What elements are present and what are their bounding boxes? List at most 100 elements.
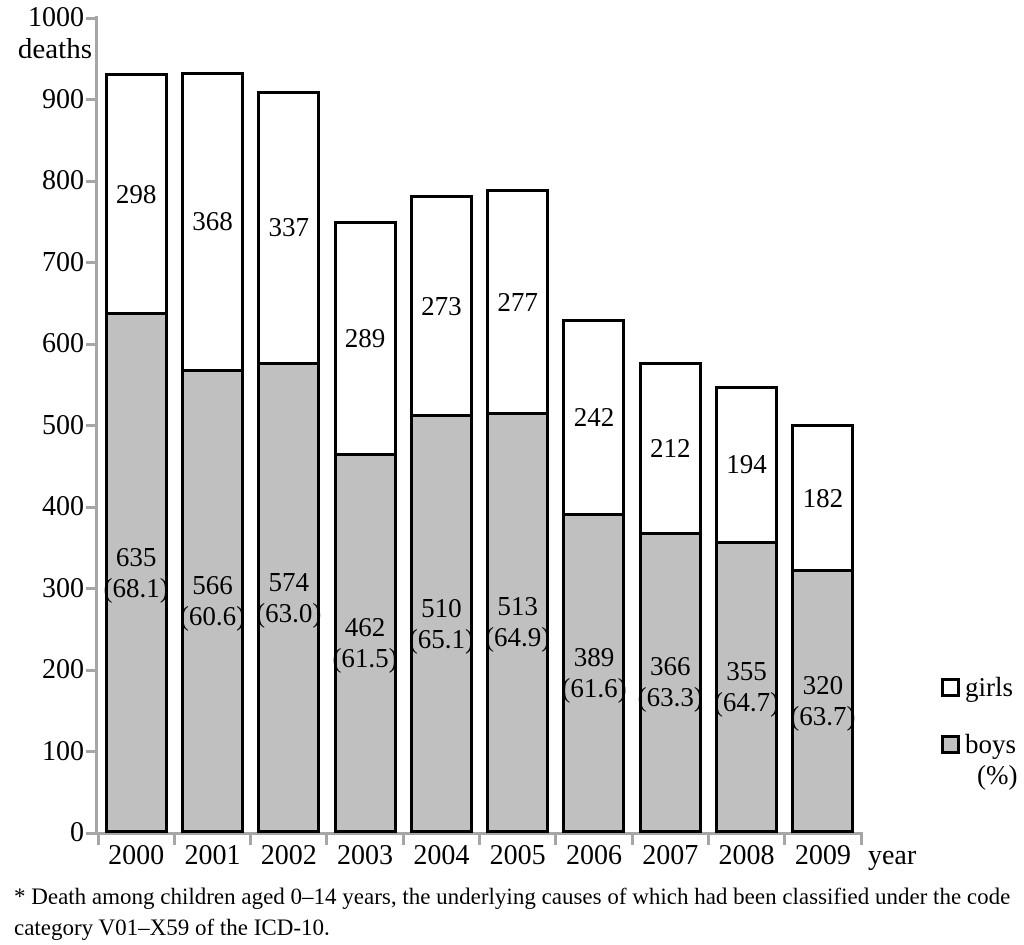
boys-percent-label: (65.1): [408, 623, 474, 654]
x-tick-mark: [706, 833, 710, 845]
bar-boys-segment: 366 (63.3): [637, 531, 703, 833]
y-tick-label: 700: [42, 246, 84, 278]
y-tick-label: 200: [42, 654, 84, 685]
girls-value-label: 194: [726, 449, 767, 480]
legend-item-boys: boys (%): [941, 729, 1017, 791]
bar-group-2005: 277 513 (64.9): [485, 189, 550, 833]
bar-girls-segment: 298: [104, 72, 168, 316]
bar-group-2004: 273 510 (65.1): [408, 194, 474, 833]
boys-value-label: 462: [344, 612, 386, 643]
y-tick-mark: [86, 587, 96, 590]
boys-value-label: 574: [268, 566, 310, 597]
legend-girls-swatch: [941, 678, 960, 697]
bar-boys-segment: 389 (61.6): [561, 512, 627, 833]
bar-girls-segment: 212: [638, 361, 702, 535]
x-tick-mark: [859, 833, 863, 845]
bar-girls-segment: 368: [180, 71, 244, 372]
bar-boys-segment: 510 (65.1): [408, 414, 474, 833]
bar-boys-segment: 574 (63.0): [256, 362, 322, 833]
bar-girls-segment: 194: [715, 385, 779, 544]
girls-value-label: 289: [344, 323, 386, 354]
y-tick-label: 400: [42, 491, 84, 522]
y-tick-label: 300: [42, 572, 84, 604]
boys-percent-label: (61.5): [332, 643, 398, 674]
x-tick-mark: [630, 833, 634, 845]
x-tick-mark: [96, 833, 100, 845]
y-tick-mark: [86, 342, 96, 346]
bar-group-2003: 289 462 (61.5): [332, 220, 398, 833]
y-tick-mark: [86, 424, 96, 427]
x-axis-line: [86, 832, 863, 835]
girls-value-label: 368: [192, 206, 233, 237]
x-tick-label: 2004: [413, 840, 470, 871]
bar-group-2001: 368 566 (60.6): [179, 71, 246, 833]
bar-group-2000: 298 635 (68.1): [103, 72, 169, 833]
bar-boys-segment: 462 (61.5): [332, 453, 398, 833]
legend-boys-swatch: [941, 735, 960, 754]
boys-value-label: 320: [802, 670, 844, 701]
x-tick-mark: [249, 833, 253, 845]
boys-value-label: 566: [192, 569, 233, 600]
bar-group-2002: 337 574 (63.0): [256, 90, 322, 833]
bar-boys-segment: 355 (64.7): [713, 540, 780, 833]
x-tick-label: 2009: [794, 840, 851, 871]
bar-girls-segment: 242: [562, 318, 626, 516]
girls-value-label: 337: [268, 212, 310, 243]
y-axis-line: [95, 16, 98, 835]
bar-boys-segment: 513 (64.9): [485, 411, 550, 833]
bar-boys-segment: 320 (63.7): [790, 569, 855, 833]
y-tick-mark: [86, 98, 96, 101]
y-tick-label: 0: [70, 817, 84, 848]
girls-value-label: 242: [573, 401, 615, 432]
boys-value-label: 510: [421, 592, 462, 623]
bar-girls-segment: 289: [333, 220, 397, 457]
x-tick-label: 2000: [108, 840, 165, 871]
boys-percent-label: (60.6): [179, 600, 246, 631]
y-tick-label: 600: [42, 328, 84, 359]
x-tick-label: 2007: [642, 840, 699, 871]
boys-percent-label: (68.1): [103, 572, 169, 603]
girls-value-label: 212: [650, 432, 691, 463]
x-axis-title: year: [868, 840, 917, 871]
bar-girls-segment: 277: [486, 189, 550, 415]
bar-group-2006: 242 389 (61.6): [561, 318, 627, 833]
boys-value-label: 389: [573, 641, 615, 672]
girls-value-label: 273: [421, 290, 462, 321]
footnote: * Death among children aged 0–14 years, …: [14, 884, 1011, 940]
y-tick-label: 500: [42, 409, 84, 441]
bar-girls-segment: 182: [791, 423, 855, 573]
boys-value-label: 366: [650, 651, 691, 682]
y-tick-mark: [86, 505, 96, 509]
bar-boys-segment: 635 (68.1): [103, 312, 169, 833]
boys-percent-label: (63.0): [256, 597, 322, 628]
y-tick-mark: [86, 179, 96, 183]
boys-percent-label: (64.7): [713, 686, 780, 717]
boys-percent-label: (61.6): [561, 672, 627, 703]
bar-group-2007: 212 366 (63.3): [637, 361, 703, 833]
legend-girls-label: girls: [965, 672, 1014, 702]
bar-group-2008: 194 355 (64.7): [713, 385, 780, 833]
y-axis-unit-label: deaths: [17, 33, 92, 65]
legend-item-girls: girls: [941, 672, 1013, 703]
bar-boys-segment: 566 (60.6): [179, 368, 246, 833]
y-tick-mark: [86, 261, 96, 264]
y-tick-mark: [86, 750, 96, 753]
x-tick-label: 2003: [337, 840, 394, 871]
x-tick-mark: [478, 833, 481, 845]
x-tick-label: 2005: [489, 840, 546, 871]
x-tick-label: 2001: [184, 840, 241, 871]
girls-value-label: 298: [115, 178, 157, 209]
legend-boys-percent-label: (%): [977, 760, 1018, 790]
boys-value-label: 513: [497, 591, 538, 622]
x-tick-label: 2006: [565, 840, 622, 871]
boys-value-label: 635: [115, 541, 157, 572]
y-tick-label: 1000: [28, 2, 84, 33]
girls-value-label: 277: [497, 286, 538, 317]
boys-percent-label: (63.3): [637, 682, 703, 713]
x-tick-label: 2002: [260, 840, 317, 871]
y-tick-label: 900: [42, 83, 84, 115]
legend-boys-label: boys: [965, 729, 1017, 759]
girls-value-label: 182: [802, 482, 844, 513]
bar-group-2009: 182 320 (63.7): [790, 423, 855, 833]
